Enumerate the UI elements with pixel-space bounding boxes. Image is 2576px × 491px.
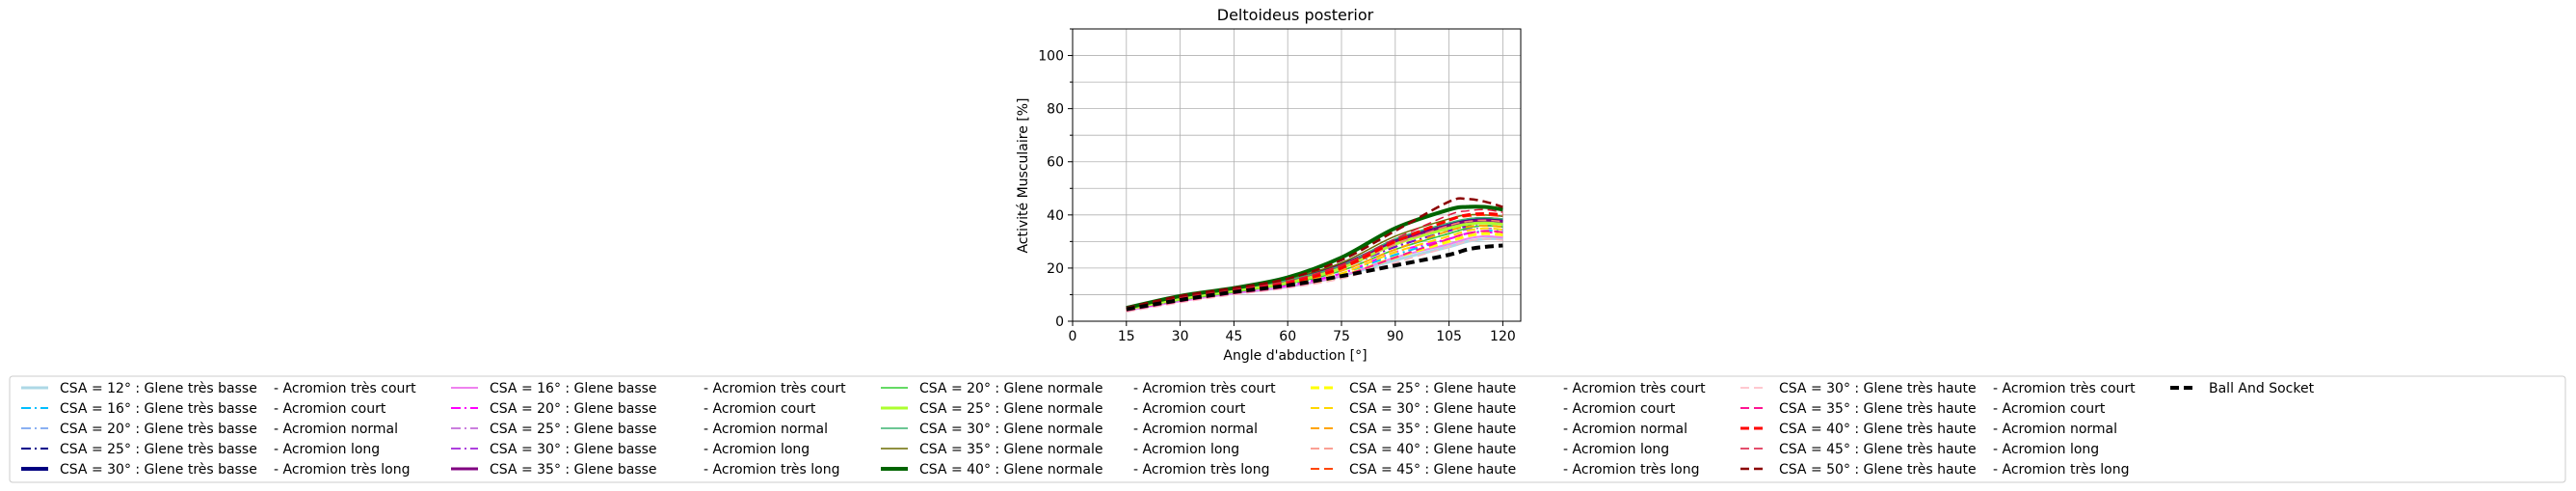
legend-label: CSA = 30° : Glene haute: [1349, 401, 1516, 417]
legend-label: CSA = 16° : Glene très basse: [60, 401, 257, 417]
legend-label: CSA = 35° : Glene haute: [1349, 422, 1516, 437]
legend-label-suffix: - Acromion normal: [1133, 422, 1258, 437]
legend-label: CSA = 50° : Glene très haute: [1779, 462, 1977, 477]
legend-label: CSA = 25° : Glene basse: [490, 422, 657, 437]
legend-label: CSA = 25° : Glene normale: [919, 401, 1103, 417]
legend-label: CSA = 35° : Glene basse: [490, 462, 657, 477]
x-tick-label: 0: [1069, 329, 1077, 344]
y-tick-label: 100: [1038, 49, 1064, 65]
legend-label-suffix: - Acromion normal: [704, 422, 828, 437]
legend: CSA = 12° : Glene très basse - Acromion t…: [9, 375, 2566, 483]
series-lines: [1126, 197, 1503, 314]
legend-label-suffix: - Acromion très court: [274, 381, 416, 396]
x-tick-label: 90: [1387, 329, 1404, 344]
legend-label-suffix: - Acromion court: [274, 401, 386, 417]
series-line: [1126, 197, 1503, 310]
legend-label-suffix: - Acromion très court: [1563, 381, 1706, 396]
y-tick-label: 20: [1047, 261, 1064, 277]
legend-label: CSA = 30° : Glene très haute: [1779, 381, 1977, 396]
legend-label: CSA = 20° : Glene très basse: [60, 422, 257, 437]
legend-label-suffix: - Acromion normal: [274, 422, 398, 437]
x-tick-label: 105: [1436, 329, 1462, 344]
legend-label-suffix: - Acromion très long: [1133, 462, 1269, 477]
y-tick-label: 80: [1047, 102, 1064, 118]
x-tick-label: 45: [1225, 329, 1242, 344]
legend-label-suffix: - Acromion très court: [1993, 381, 2136, 396]
legend-label: CSA = 30° : Glene basse: [490, 442, 657, 457]
y-axis-ticks: 0 20 40 60 80 100: [1038, 28, 1073, 330]
y-axis-label: Activité Musculaire [%]: [1016, 97, 1031, 253]
legend-label-suffix: - Acromion très court: [1133, 381, 1276, 396]
legend-label: CSA = 20° : Glene basse: [490, 401, 657, 417]
legend-label: CSA = 35° : Glene normale: [919, 442, 1103, 457]
legend-label: CSA = 30° : Glene très basse: [60, 462, 257, 477]
y-tick-label: 40: [1047, 208, 1064, 224]
legend-label-suffix: - Acromion court: [1993, 401, 2106, 417]
legend-label: CSA = 30° : Glene normale: [919, 422, 1103, 437]
x-tick-label: 60: [1279, 329, 1296, 344]
legend-label: CSA = 45° : Glene haute: [1349, 462, 1516, 477]
legend-label-suffix: - Acromion très long: [274, 462, 410, 477]
legend-label-suffix: - Acromion long: [1133, 442, 1239, 457]
legend-label-suffix: - Acromion normal: [1563, 422, 1687, 437]
legend-label: CSA = 25° : Glene très basse: [60, 442, 257, 457]
legend-label-suffix: - Acromion très long: [704, 462, 839, 477]
legend-label: CSA = 35° : Glene très haute: [1779, 401, 1977, 417]
y-tick-label: 0: [1055, 314, 1064, 330]
legend-label: CSA = 40° : Glene normale: [919, 462, 1103, 477]
series-line: [1126, 243, 1503, 312]
legend-label-suffix: - Acromion très court: [704, 381, 846, 396]
legend-label: CSA = 45° : Glene très haute: [1779, 442, 1977, 457]
x-axis-label: Angle d'abduction [°]: [1223, 348, 1367, 364]
legend-label-suffix: - Acromion long: [1563, 442, 1669, 457]
legend-label-suffix: - Acromion court: [1563, 401, 1676, 417]
legend-label: Ball And Socket: [2209, 381, 2315, 396]
x-tick-label: 30: [1172, 329, 1189, 344]
x-tick-label: 15: [1118, 329, 1135, 344]
plot-frame: [1072, 28, 1522, 322]
legend-label-suffix: - Acromion très long: [1993, 462, 2129, 477]
chart-title: Deltoideus posterior: [1217, 6, 1374, 24]
legend-frame: [9, 375, 2566, 483]
x-tick-label: 120: [1490, 329, 1516, 344]
legend-label: CSA = 16° : Glene basse: [490, 381, 657, 396]
legend-label: CSA = 12° : Glene très basse: [60, 381, 257, 396]
legend-label-suffix: - Acromion court: [1133, 401, 1246, 417]
legend-label-suffix: - Acromion normal: [1993, 422, 2117, 437]
legend-label: CSA = 20° : Glene normale: [919, 381, 1103, 396]
series-line: [1126, 208, 1503, 309]
x-tick-label: 75: [1333, 329, 1350, 344]
legend-label-suffix: - Acromion court: [704, 401, 816, 417]
legend-label: CSA = 40° : Glene haute: [1349, 442, 1516, 457]
legend-label: CSA = 25° : Glene haute: [1349, 381, 1516, 396]
legend-label-suffix: - Acromion long: [1993, 442, 2099, 457]
legend-label-suffix: - Acromion long: [274, 442, 380, 457]
legend-label: CSA = 40° : Glene très haute: [1779, 422, 1977, 437]
x-axis-ticks: 0 15 30 45 60 75 90 105 120: [1069, 321, 1516, 344]
y-tick-label: 60: [1047, 155, 1064, 171]
legend-label-suffix: - Acromion très long: [1563, 462, 1699, 477]
legend-label-suffix: - Acromion long: [704, 442, 810, 457]
